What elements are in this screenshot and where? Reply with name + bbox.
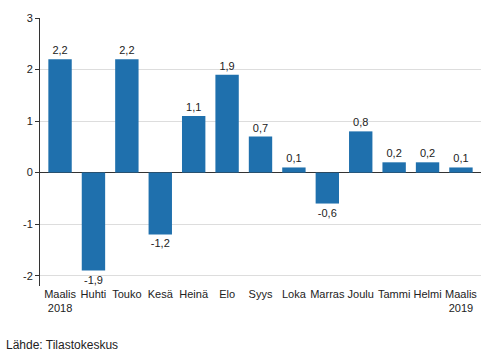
svg-text:0,8: 0,8	[353, 116, 368, 128]
svg-text:-1,2: -1,2	[151, 237, 170, 249]
svg-text:Lähde: Tilastokeskus: Lähde: Tilastokeskus	[6, 338, 118, 352]
svg-text:0,7: 0,7	[253, 122, 268, 134]
svg-text:Touko: Touko	[112, 288, 141, 300]
svg-text:1: 1	[27, 115, 33, 127]
svg-text:-0,6: -0,6	[318, 207, 337, 219]
svg-text:Elo: Elo	[219, 288, 235, 300]
svg-text:Tammi: Tammi	[378, 288, 410, 300]
svg-text:-1: -1	[23, 218, 33, 230]
svg-text:Marras: Marras	[310, 288, 345, 300]
svg-text:0,1: 0,1	[453, 152, 468, 164]
svg-text:-1,9: -1,9	[84, 274, 103, 286]
svg-text:Maalis2019: Maalis2019	[445, 288, 477, 314]
svg-text:Huhti: Huhti	[81, 288, 107, 300]
svg-text:0,1: 0,1	[286, 152, 301, 164]
svg-text:0,2: 0,2	[420, 147, 435, 159]
svg-text:0,2: 0,2	[386, 147, 401, 159]
svg-text:2,2: 2,2	[119, 44, 134, 56]
svg-text:Loka: Loka	[282, 288, 307, 300]
svg-text:Kesä: Kesä	[148, 288, 174, 300]
svg-text:0: 0	[27, 166, 33, 178]
svg-text:1,1: 1,1	[186, 101, 201, 113]
svg-text:-2: -2	[23, 270, 33, 282]
svg-text:Syys: Syys	[249, 288, 273, 300]
svg-text:Heinä: Heinä	[179, 288, 209, 300]
svg-text:2,2: 2,2	[52, 44, 67, 56]
svg-text:Helmi: Helmi	[413, 288, 441, 300]
svg-text:2: 2	[27, 63, 33, 75]
svg-text:3: 3	[27, 12, 33, 24]
svg-text:Maalis2018: Maalis2018	[44, 288, 76, 314]
svg-text:1,9: 1,9	[219, 60, 234, 72]
svg-text:Joulu: Joulu	[348, 288, 374, 300]
